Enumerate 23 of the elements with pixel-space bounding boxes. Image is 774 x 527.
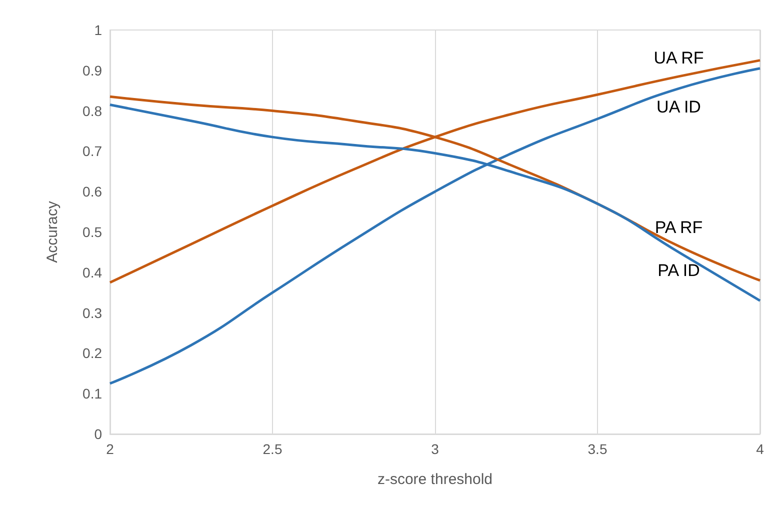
series-label: PA ID — [658, 261, 700, 280]
y-tick-label: 0 — [94, 426, 102, 442]
x-tick-label: 3.5 — [588, 441, 608, 457]
x-tick-label: 4 — [756, 441, 764, 457]
y-tick-label: 0.6 — [82, 184, 102, 200]
y-tick-label: 0.8 — [82, 102, 102, 119]
series-label: UA RF — [654, 48, 704, 68]
y-tick-label: 0.9 — [82, 62, 102, 78]
y-tick-label: 1 — [94, 22, 102, 38]
x-tick-label: 2 — [106, 441, 114, 457]
x-axis-title: z-score threshold — [377, 471, 493, 488]
line-series — [108, 67, 762, 385]
y-tick-label: 0.7 — [82, 143, 102, 160]
series-label: UA ID — [656, 98, 701, 117]
y-tick-label: 0.4 — [82, 264, 102, 280]
x-tick-label: 3 — [431, 441, 440, 457]
y-tick-label: 0.5 — [82, 224, 102, 240]
y-tick-label: 0.1 — [82, 386, 102, 402]
y-tick-label: 0.3 — [82, 304, 102, 321]
x-tick-label: 2.5 — [262, 441, 282, 457]
series-label: PA RF — [654, 218, 703, 238]
y-axis-title: Accuracy — [44, 200, 61, 263]
y-tick-label: 0.2 — [82, 345, 102, 362]
